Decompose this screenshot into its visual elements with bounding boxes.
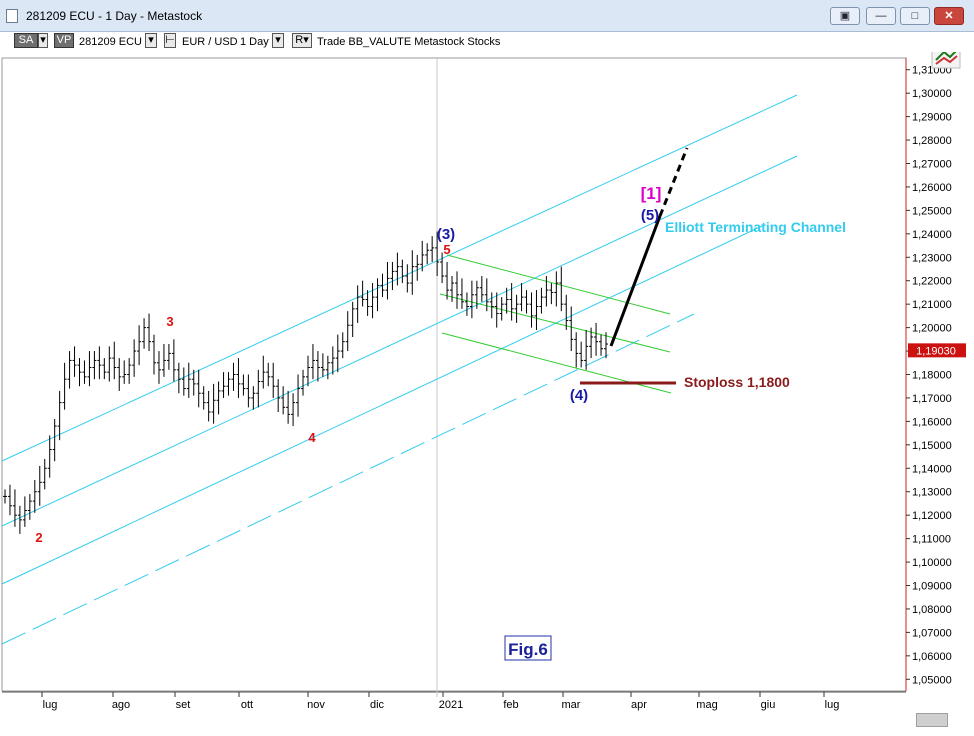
wave-3-label: (3) — [437, 226, 455, 243]
x-tick-label: lug — [43, 699, 58, 711]
projection-dashed — [658, 147, 689, 217]
wave-4-label: (4) — [570, 387, 588, 404]
y-tick-label: 1,12000 — [912, 510, 952, 522]
sa-dropdown-arrow-icon[interactable]: ▾ — [38, 33, 48, 48]
minimize-button[interactable]: — — [866, 7, 896, 25]
wave-2-label: 2 — [35, 530, 42, 545]
channel-mid — [1, 155, 798, 527]
x-tick-label: ago — [112, 699, 130, 711]
wave-5-minor-label: 5 — [443, 242, 450, 257]
wave-5-label: (5) — [641, 207, 659, 224]
chart-toolbar: SA ▾ VP 281209 ECU ▾ ⊢ EUR / USD 1 Day ▾… — [0, 32, 974, 52]
figure-label: Fig.6 — [508, 640, 548, 659]
vp-button[interactable]: VP — [54, 33, 74, 48]
x-tick-label: mag — [696, 699, 717, 711]
chart-area[interactable]: 1,31000 1,30000 1,29000 1,28000 1,27000 1,260… — [0, 52, 974, 736]
y-tick-label: 1,24000 — [912, 229, 952, 241]
r-button[interactable]: R▾ — [292, 33, 312, 48]
draw-tool-icon[interactable] — [931, 52, 961, 69]
y-tick-label: 1,07000 — [912, 627, 952, 639]
pair-label: EUR / USD — [182, 36, 238, 48]
y-tick-label: 1,17000 — [912, 393, 952, 405]
wave-3-minor-label: 3 — [166, 314, 173, 329]
price-axis: 1,310001,300001,290001,280001,270001,260… — [905, 58, 966, 691]
last-price-label: 1,19030 — [916, 345, 956, 357]
price-bars — [3, 231, 608, 534]
channel-dashed — [1, 313, 695, 645]
chart-svg: 1,310001,300001,290001,280001,270001,260… — [1, 52, 966, 711]
channel-label: Elliott Terminating Channel — [665, 219, 846, 235]
x-tick-label: mar — [562, 699, 581, 711]
y-tick-label: 1,10000 — [912, 557, 952, 569]
last-price-badge — [908, 343, 966, 358]
trend-channels — [1, 94, 798, 645]
y-tick-label: 1,21000 — [912, 299, 952, 311]
time-axis: lug ago set ott nov dic 2021 feb mar apr mag giu lug — [41, 692, 840, 711]
x-tick-label: lug — [825, 699, 840, 711]
channel-upper — [1, 94, 798, 462]
help-button[interactable]: ▣ — [830, 7, 860, 25]
x-tick-label: nov — [307, 699, 325, 711]
period-label: 1 Day — [240, 36, 269, 48]
x-tick-label: 2021 — [439, 699, 463, 711]
y-tick-label: 1,20000 — [912, 323, 952, 335]
maximize-button[interactable]: □ — [900, 7, 930, 25]
symbol-dropdown-icon[interactable]: ▾ — [145, 33, 157, 48]
window-title: 281209 ECU - 1 Day - Metastock — [26, 9, 203, 23]
projection-solid — [609, 215, 662, 347]
x-tick-label: set — [176, 699, 191, 711]
y-tick-label: 1,22000 — [912, 276, 952, 288]
y-tick-label: 1,26000 — [912, 182, 952, 194]
title-bar: 281209 ECU - 1 Day - Metastock ▣ — □ ✕ — [0, 0, 974, 32]
y-tick-label: 1,30000 — [912, 88, 952, 100]
x-tick-label: feb — [503, 699, 518, 711]
y-tick-label: 1,27000 — [912, 159, 952, 171]
x-tick-label: ott — [241, 699, 253, 711]
y-tick-label: 1,18000 — [912, 370, 952, 382]
horizontal-scrollbar-thumb[interactable] — [916, 713, 948, 727]
annotations: 2 3 4 5(3) (4) (5) [1]Elliott Terminating Chan… — [35, 184, 846, 661]
sa-button[interactable]: SA — [14, 33, 38, 48]
toolbar-items: Trade BB_VALUTE Metastock Stocks — [317, 36, 501, 48]
y-tick-label: 1,08000 — [912, 604, 952, 616]
figure-label-box — [504, 635, 552, 661]
y-tick-label: 1,06000 — [912, 651, 952, 663]
pair-selector-icon[interactable]: ⊢ — [164, 33, 176, 48]
period-dropdown-icon[interactable]: ▾ — [272, 33, 284, 48]
y-tick-label: 1,28000 — [912, 135, 952, 147]
downtrend-upper — [446, 254, 671, 315]
y-tick-label: 1,15000 — [912, 440, 952, 452]
y-tick-label: 1,25000 — [912, 205, 952, 217]
wave-1-label: [1] — [641, 184, 662, 203]
y-tick-label: 1,13000 — [912, 487, 952, 499]
y-tick-label: 1,05000 — [912, 674, 952, 686]
chart-window-icon — [6, 9, 18, 23]
stoploss-label: Stoploss 1,1800 — [684, 374, 790, 390]
symbol-label: 281209 ECU — [79, 36, 142, 48]
x-tick-label: apr — [631, 699, 647, 711]
downtrend-mid — [439, 293, 671, 353]
y-tick-label: 1,16000 — [912, 416, 952, 428]
close-button[interactable]: ✕ — [934, 7, 964, 25]
x-tick-label: dic — [370, 699, 385, 711]
y-tick-label: 1,14000 — [912, 463, 952, 475]
wave-projection — [609, 147, 689, 347]
y-tick-label: 1,11000 — [912, 534, 951, 546]
y-tick-label: 1,29000 — [912, 112, 952, 124]
x-tick-label: giu — [761, 699, 776, 711]
y-tick-label: 1,23000 — [912, 252, 952, 264]
wave-4-minor-label: 4 — [308, 430, 316, 445]
r-button-label: R — [295, 34, 304, 46]
y-tick-label: 1,09000 — [912, 581, 952, 593]
